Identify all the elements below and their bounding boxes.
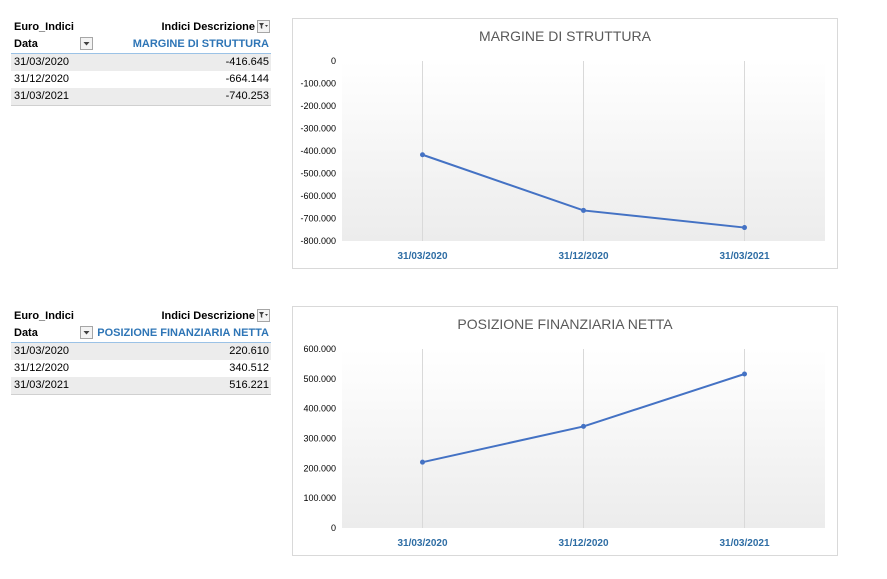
line-chart: MARGINE DI STRUTTURA 0 -100.000 -200.000 -30… xyxy=(300,28,825,262)
row-value: -740.253 xyxy=(225,90,269,102)
filter-funnel-icon xyxy=(259,312,268,318)
column-field-label: Indici Descrizione xyxy=(161,21,255,33)
y-tick-label: -600.000 xyxy=(300,191,336,201)
row-date: 31/03/2020 xyxy=(14,345,70,357)
y-tick-label: -300.000 xyxy=(300,124,336,134)
chart-title: POSIZIONE FINANZIARIA NETTA xyxy=(457,316,673,332)
row-date: 31/03/2021 xyxy=(14,90,70,102)
y-tick-label: -400.000 xyxy=(300,146,336,156)
x-tick-label: 31/03/2021 xyxy=(719,251,769,262)
row-date: 31/03/2020 xyxy=(14,56,70,68)
row-value: 220.610 xyxy=(229,345,269,357)
column-filter-button[interactable] xyxy=(257,309,270,322)
column-filter-button[interactable] xyxy=(257,20,270,33)
pivot-header-row: Euro_Indici Indici Descrizione xyxy=(11,19,271,36)
row-filter-button[interactable] xyxy=(80,326,93,339)
row-filter-button[interactable] xyxy=(80,37,93,50)
pivot-measure-row: Data POSIZIONE FINANZIARIA NETTA xyxy=(11,325,271,343)
row-date: 31/03/2021 xyxy=(14,379,70,391)
y-tick-label: 400.000 xyxy=(303,404,336,414)
row-field-label: Data xyxy=(14,327,38,339)
row-value: -664.144 xyxy=(225,73,269,85)
data-point[interactable] xyxy=(420,459,425,465)
field-label: Euro_Indici xyxy=(14,310,74,322)
chart-title: MARGINE DI STRUTTURA xyxy=(479,28,652,44)
data-point[interactable] xyxy=(420,152,425,158)
data-point[interactable] xyxy=(581,423,586,429)
data-point[interactable] xyxy=(581,207,586,213)
y-tick-label: 200.000 xyxy=(303,463,336,473)
x-tick-label: 31/03/2020 xyxy=(397,251,447,262)
y-tick-label: -700.000 xyxy=(300,214,336,224)
row-field-label: Data xyxy=(14,38,38,50)
dropdown-arrow-icon xyxy=(83,42,90,46)
y-tick-label: 500.000 xyxy=(303,374,336,384)
table-row[interactable]: 31/03/2021 516.221 xyxy=(11,377,271,395)
line-chart: POSIZIONE FINANZIARIA NETTA 600.000 500.00… xyxy=(303,316,825,549)
table-row[interactable]: 31/03/2021 -740.253 xyxy=(11,88,271,106)
table-row[interactable]: 31/12/2020 340.512 xyxy=(11,360,271,377)
pivot-table-posizione: Euro_Indici Indici Descrizione Data POSI… xyxy=(11,308,271,395)
pivot-measure-row: Data MARGINE DI STRUTTURA xyxy=(11,36,271,54)
y-tick-label: -500.000 xyxy=(300,169,336,179)
y-tick-label: 0 xyxy=(331,56,336,66)
row-value: -416.645 xyxy=(225,56,269,68)
row-date: 31/12/2020 xyxy=(14,73,70,85)
table-row[interactable]: 31/03/2020 -416.645 xyxy=(11,54,271,71)
filter-funnel-icon xyxy=(259,23,268,29)
row-value: 340.512 xyxy=(229,362,269,374)
data-point[interactable] xyxy=(742,225,747,231)
data-point[interactable] xyxy=(742,371,747,377)
x-tick-label: 31/03/2021 xyxy=(719,538,769,549)
x-tick-label: 31/03/2020 xyxy=(397,538,447,549)
measure-label: POSIZIONE FINANZIARIA NETTA xyxy=(97,327,269,339)
dropdown-arrow-icon xyxy=(83,331,90,335)
x-tick-label: 31/12/2020 xyxy=(558,251,608,262)
row-date: 31/12/2020 xyxy=(14,362,70,374)
field-label: Euro_Indici xyxy=(14,21,74,33)
pivot-table-margine: Euro_Indici Indici Descrizione Data MARG… xyxy=(11,19,271,106)
x-tick-label: 31/12/2020 xyxy=(558,538,608,549)
chart-margine-di-struttura[interactable]: MARGINE DI STRUTTURA 0 -100.000 -200.000 -30… xyxy=(292,18,838,269)
table-row[interactable]: 31/12/2020 -664.144 xyxy=(11,71,271,88)
y-tick-label: -200.000 xyxy=(300,101,336,111)
y-tick-label: 0 xyxy=(331,523,336,533)
y-tick-label: 100.000 xyxy=(303,493,336,503)
y-tick-label: 600.000 xyxy=(303,344,336,354)
pivot-header-row: Euro_Indici Indici Descrizione xyxy=(11,308,271,325)
measure-label: MARGINE DI STRUTTURA xyxy=(132,38,269,50)
chart-posizione-finanziaria-netta[interactable]: POSIZIONE FINANZIARIA NETTA 600.000 500.00… xyxy=(292,306,838,556)
y-tick-label: 300.000 xyxy=(303,434,336,444)
table-row[interactable]: 31/03/2020 220.610 xyxy=(11,343,271,360)
column-field-label: Indici Descrizione xyxy=(161,310,255,322)
y-tick-label: -800.000 xyxy=(300,236,336,246)
row-value: 516.221 xyxy=(229,379,269,391)
y-tick-label: -100.000 xyxy=(300,79,336,89)
